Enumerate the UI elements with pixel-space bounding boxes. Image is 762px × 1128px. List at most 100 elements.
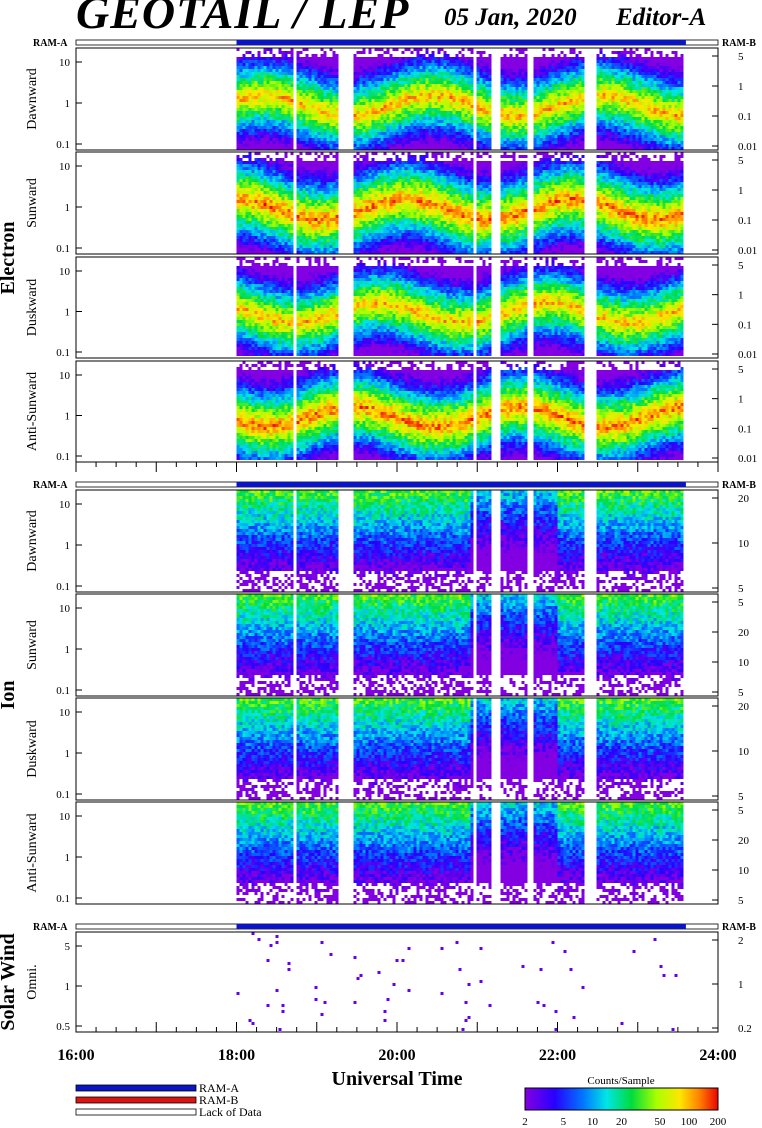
colorbar-tick-label: 50	[654, 1116, 666, 1128]
panel-label: Anti-Sunward	[25, 813, 40, 892]
panel-label: Duskward	[25, 279, 40, 337]
right-tick-label: 5	[738, 51, 744, 63]
y-tick-label: 0.1	[56, 451, 70, 463]
plot-title: GEOTAIL / LEP	[76, 0, 409, 39]
spectrogram-cells	[236, 257, 684, 356]
right-tick-label: 0.01	[738, 141, 757, 153]
y-tick-label: 0.5	[56, 1021, 70, 1033]
right-tick-label: 5	[738, 155, 744, 167]
panel-label: Dawnward	[25, 510, 40, 571]
right-tick-label: 0.01	[738, 453, 757, 465]
panel-frame	[75, 931, 719, 1033]
panel-label: Sunward	[25, 620, 40, 670]
spectrogram-cells	[236, 802, 684, 904]
spectrogram-cells	[236, 932, 678, 1031]
panel-label: Anti-Sunward	[25, 372, 40, 451]
right-tick-label: 5	[738, 895, 744, 907]
right-tick-label: 0.1	[738, 319, 752, 331]
y-tick-label: 0.1	[56, 789, 70, 801]
x-tick-label: 20:00	[378, 1047, 415, 1064]
spectrogram-cells	[236, 152, 684, 254]
spectrogram-cells	[236, 490, 684, 592]
right-tick-label: 5	[738, 597, 744, 609]
y-tick-label: 10	[59, 603, 71, 615]
y-tick-label: 10	[59, 161, 71, 173]
y-tick-label: 1	[65, 852, 71, 864]
right-tick-label: 5	[738, 791, 744, 803]
group-label: Solar Wind	[0, 933, 19, 1030]
ram-a-label: RAM-A	[33, 480, 68, 491]
legend-label: RAM-B	[199, 1093, 238, 1107]
right-tick-label: 10	[738, 538, 750, 550]
spectrogram-cells	[236, 698, 684, 800]
right-tick-label: 10	[738, 746, 750, 758]
plot-date: 05 Jan, 2020	[444, 4, 577, 32]
right-tick-label: 5	[738, 687, 744, 699]
y-tick-label: 1	[65, 98, 71, 110]
right-tick-label: 0.1	[738, 215, 752, 227]
right-tick-label: 0.1	[738, 423, 752, 435]
panel-border	[75, 593, 719, 697]
y-tick-label: 1	[65, 202, 71, 214]
y-tick-label: 0.1	[56, 347, 70, 359]
y-tick-label: 1	[65, 411, 71, 423]
panel-border	[75, 47, 719, 151]
y-tick-label: 1	[65, 644, 71, 656]
ram-a-bar	[236, 924, 686, 929]
right-tick-label: 5	[738, 805, 744, 817]
ram-a-bar	[236, 482, 686, 487]
right-tick-label: 10	[738, 865, 750, 877]
y-tick-label: 0.1	[56, 581, 70, 593]
y-tick-label: 0.1	[56, 139, 70, 151]
y-tick-label: 10	[59, 370, 71, 382]
y-tick-label: 1	[65, 981, 71, 993]
ram-b-label: RAM-B	[722, 38, 756, 49]
x-tick-label: 18:00	[218, 1047, 255, 1064]
colorbar-tick-label: 2	[522, 1116, 528, 1128]
y-tick-label: 1	[65, 307, 71, 319]
y-tick-label: 10	[59, 499, 71, 511]
right-tick-label: 0.01	[738, 349, 757, 361]
ram-a-label: RAM-A	[33, 38, 68, 49]
colorbar	[524, 1087, 719, 1111]
ram-a-bar	[236, 40, 686, 45]
y-tick-label: 1	[65, 540, 71, 552]
panel-label: Omni.	[25, 964, 40, 999]
spectrogram-cells	[236, 594, 684, 696]
right-tick-label: 20	[738, 493, 750, 505]
x-axis-label: Universal Time	[332, 1068, 463, 1090]
right-tick-label: 20	[738, 835, 750, 847]
x-tick-label: 24:00	[699, 1047, 736, 1064]
right-tick-label: 1	[738, 185, 744, 197]
plot-editor: Editor-A	[616, 4, 706, 32]
legend-label: RAM-A	[199, 1081, 239, 1095]
y-tick-label: 1	[65, 748, 71, 760]
panel-label: Duskward	[25, 720, 40, 778]
x-tick-label: 16:00	[57, 1047, 94, 1064]
group-label: Electron	[0, 222, 19, 295]
right-tick-label: 1	[738, 979, 744, 991]
right-tick-label: 0.2	[738, 1023, 752, 1035]
colorbar-tick-label: 200	[710, 1116, 727, 1128]
panel-label: Dawnward	[25, 68, 40, 129]
right-tick-label: 5	[738, 364, 744, 376]
panel-border	[75, 801, 719, 905]
legend-swatch	[75, 1084, 197, 1092]
panel-label: Sunward	[25, 178, 40, 228]
panel-border	[75, 489, 719, 593]
legend-swatch	[75, 1096, 197, 1104]
right-tick-label: 1	[738, 394, 744, 406]
colorbar-title: Counts/Sample	[587, 1075, 654, 1087]
right-tick-label: 2	[738, 935, 744, 947]
right-tick-label: 5	[738, 583, 744, 595]
ram-b-label: RAM-B	[722, 922, 756, 933]
y-tick-label: 10	[59, 811, 71, 823]
colorbar-tick-label: 10	[587, 1116, 599, 1128]
y-tick-label: 10	[59, 266, 71, 278]
right-tick-label: 10	[738, 657, 750, 669]
ram-b-label: RAM-B	[722, 480, 756, 491]
right-tick-label: 1	[738, 290, 744, 302]
y-tick-label: 0.1	[56, 243, 70, 255]
y-tick-label: 0.1	[56, 685, 70, 697]
